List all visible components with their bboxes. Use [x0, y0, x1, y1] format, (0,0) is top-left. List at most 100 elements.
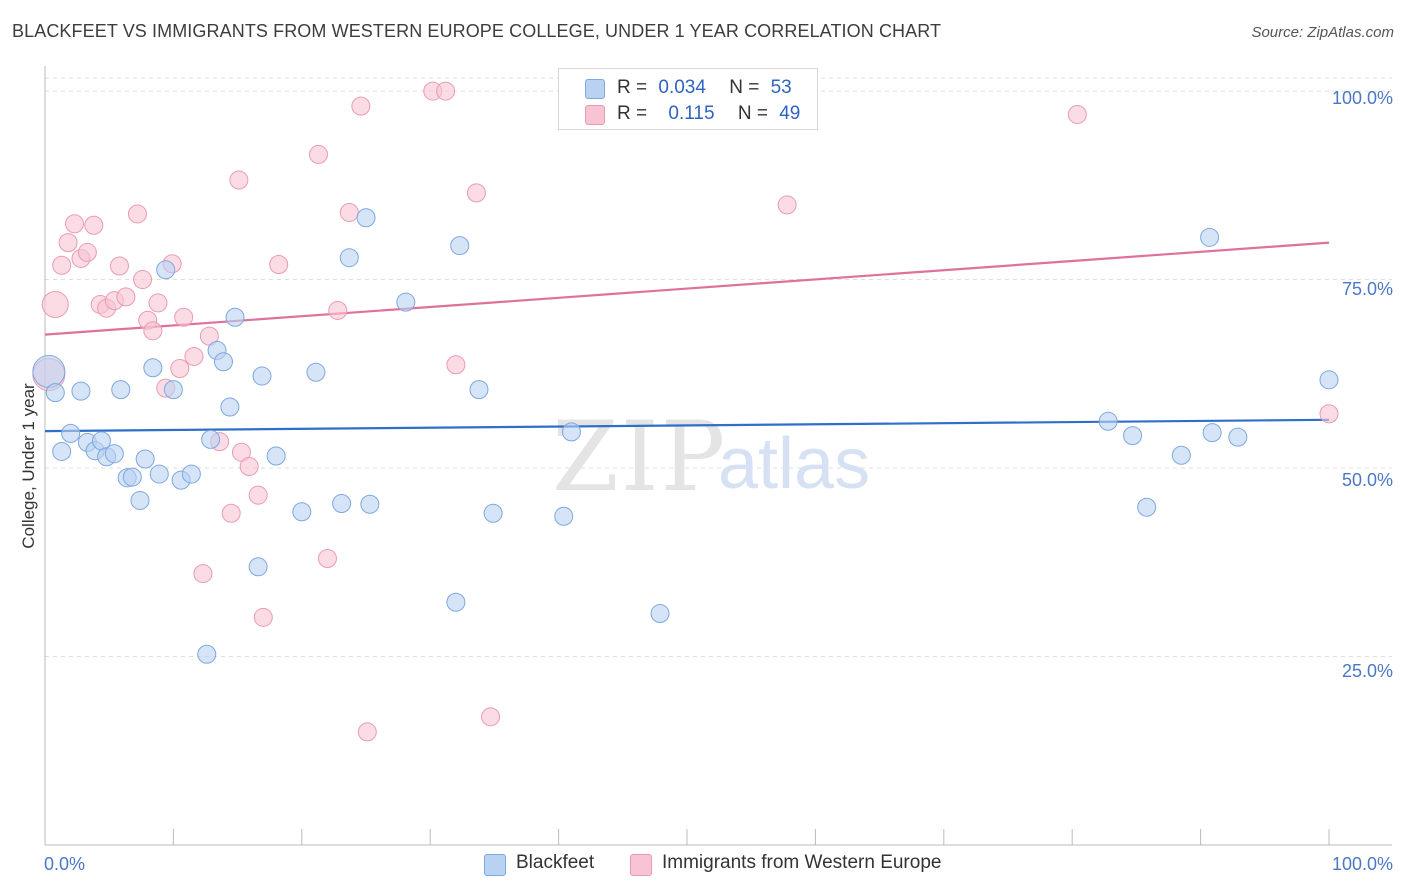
point-blackfeet [225, 307, 245, 327]
point-immigrants [481, 707, 501, 727]
point-immigrants [328, 300, 348, 320]
point-immigrants [351, 96, 371, 116]
point-blackfeet [1098, 411, 1118, 431]
legend-r-value: 0.115 [668, 103, 715, 124]
point-blackfeet [292, 502, 312, 522]
legend-swatch-blue [585, 79, 605, 99]
point-immigrants [1319, 404, 1339, 424]
point-blackfeet [111, 380, 131, 400]
point-immigrants [84, 215, 104, 235]
bottom-legend-label: Blackfeet [516, 852, 595, 873]
point-immigrants [308, 144, 328, 164]
legend-r-label: R = [617, 103, 648, 124]
point-blackfeet [135, 449, 155, 469]
points-layer [32, 79, 1339, 742]
trend-line-immigrants [44, 241, 1330, 336]
point-blackfeet [201, 429, 221, 449]
point-blackfeet [1202, 423, 1222, 443]
legend-r-value: 0.034 [658, 77, 706, 98]
point-blackfeet [220, 397, 240, 417]
point-blackfeet [1137, 497, 1157, 517]
point-immigrants [143, 321, 163, 341]
axis-layer [44, 66, 1392, 846]
point-blackfeet [266, 446, 286, 466]
point-immigrants [248, 485, 268, 505]
watermark-atlas: atlas [718, 424, 870, 504]
point-immigrants [777, 195, 797, 215]
point-blackfeet [1228, 427, 1248, 447]
x-tick-label-max: 100.0% [1332, 854, 1393, 874]
point-immigrants [127, 204, 147, 224]
point-blackfeet [104, 444, 124, 464]
point-immigrants [357, 722, 377, 742]
point-immigrants [174, 307, 194, 327]
point-blackfeet [122, 467, 142, 487]
legend-n-value: 49 [779, 103, 801, 124]
point-blackfeet [71, 381, 91, 401]
point-blackfeet [130, 490, 150, 510]
point-blackfeet [469, 380, 489, 400]
point-immigrants [239, 457, 259, 477]
watermark-zip: ZIP [552, 401, 727, 513]
x-tick-label-min: 0.0% [44, 854, 85, 874]
bottom-legend-swatch-pink [630, 854, 652, 876]
point-immigrants [193, 564, 213, 584]
point-blackfeet [396, 292, 416, 312]
point-immigrants [52, 255, 72, 275]
point-blackfeet [554, 506, 574, 526]
point-blackfeet [32, 355, 66, 389]
point-blackfeet [356, 208, 376, 228]
point-blackfeet [181, 464, 201, 484]
point-blackfeet [156, 260, 176, 280]
point-immigrants [446, 355, 466, 375]
point-blackfeet [163, 380, 183, 400]
bottom-legend-label: Immigrants from Western Europe [662, 852, 942, 873]
point-blackfeet [1123, 426, 1143, 446]
y-tick-label-100: 100.0% [1332, 88, 1393, 108]
point-immigrants [339, 202, 359, 222]
point-immigrants [77, 242, 97, 262]
point-immigrants [65, 214, 85, 234]
stats-legend: R = 0.034 N = 53 R = 0.115 N = 49 [558, 68, 818, 130]
y-tick-label-25: 25.0% [1342, 661, 1393, 681]
source-label: Source: ZipAtlas.com [1251, 24, 1394, 41]
point-immigrants [436, 81, 456, 101]
point-blackfeet [446, 592, 466, 612]
point-blackfeet [252, 366, 272, 386]
legend-n-label: N = [737, 103, 768, 124]
y-axis-label: College, Under 1 year [19, 383, 38, 549]
legend-n-label: N = [729, 77, 760, 98]
point-immigrants [221, 503, 241, 523]
point-blackfeet [450, 236, 470, 256]
point-immigrants [466, 183, 486, 203]
point-blackfeet [650, 604, 670, 624]
point-immigrants [1067, 104, 1087, 124]
point-blackfeet [561, 422, 581, 442]
point-blackfeet [1319, 370, 1339, 390]
legend-swatch-pink [585, 105, 605, 125]
point-blackfeet [61, 423, 81, 443]
point-immigrants [253, 607, 273, 627]
point-immigrants [133, 270, 153, 290]
point-immigrants [184, 346, 204, 366]
point-immigrants [41, 290, 69, 318]
point-blackfeet [213, 352, 233, 372]
point-blackfeet [1200, 227, 1220, 247]
bottom-legend-swatch-blue [484, 854, 506, 876]
grid-layer [45, 77, 1392, 658]
point-blackfeet [143, 358, 163, 378]
point-blackfeet [1171, 445, 1191, 465]
point-immigrants [148, 293, 168, 313]
point-blackfeet [483, 503, 503, 523]
point-blackfeet [197, 644, 217, 664]
y-tick-label-50: 50.0% [1342, 470, 1393, 490]
point-immigrants [116, 287, 136, 307]
point-blackfeet [45, 383, 65, 403]
point-immigrants [229, 170, 249, 190]
point-immigrants [317, 549, 337, 569]
point-blackfeet [149, 464, 169, 484]
legend-n-value: 53 [770, 77, 792, 98]
legend-r-label: R = [617, 77, 648, 98]
point-blackfeet [360, 494, 380, 514]
